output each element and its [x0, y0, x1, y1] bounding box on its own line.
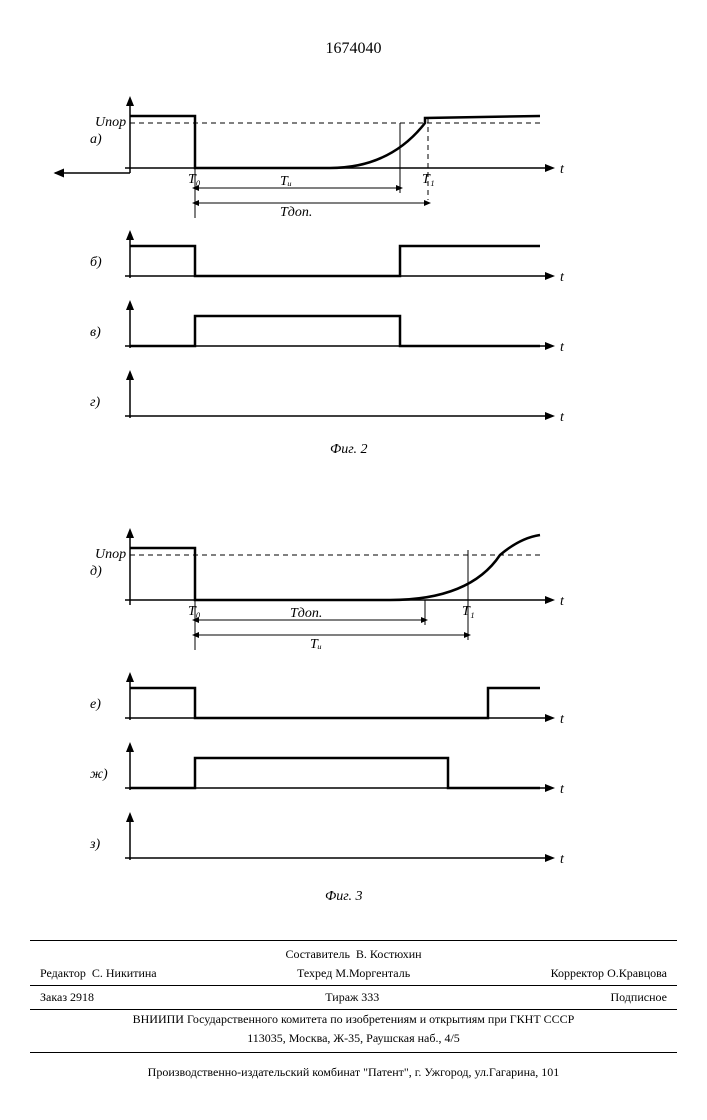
footer: Составитель В. Костюхин Редактор С. Ники… — [30, 940, 677, 1053]
row-label-zh: ж) — [90, 767, 108, 782]
row-label-d: д) — [90, 564, 102, 579]
row-a: а) t Uпор T₀ T₁ Tᵤ Tдоп. — [55, 96, 565, 220]
row-g: г) t — [90, 370, 565, 508]
row-label-a: а) — [90, 132, 102, 147]
row-label-g: г) — [90, 395, 100, 410]
upor-a: Uпор — [95, 115, 126, 130]
svg-text:t: t — [560, 712, 565, 727]
row-e: е) t — [90, 672, 565, 727]
row-label-b: б) — [90, 255, 102, 270]
row-label-z: з) — [89, 837, 100, 852]
tu-a: Tᵤ — [280, 174, 292, 189]
svg-text:T₀: T₀ — [188, 604, 201, 619]
footer-bottom: Производственно-издательский комбинат "П… — [30, 1065, 677, 1080]
svg-text:Uпор: Uпор — [95, 547, 126, 562]
svg-text:t: t — [560, 270, 565, 285]
row-label-v: в) — [90, 325, 101, 340]
svg-text:t: t — [560, 594, 565, 609]
figure-2: а) t Uпор T₀ T₁ Tᵤ Tдоп. б) t — [30, 88, 677, 508]
row-b: б) t — [90, 230, 565, 285]
row-zh: ж) t — [90, 742, 565, 797]
page-number: 1674040 — [30, 40, 677, 58]
svg-text:t: t — [560, 340, 565, 355]
t0-a: T₀ — [188, 172, 201, 187]
t1-a: T₁ — [422, 172, 435, 187]
svg-text:Tдоп.: Tдоп. — [290, 606, 322, 621]
axis-t-a: t — [560, 162, 565, 177]
row-d: д) t Uпор T₀ T₁ Tдоп. Tᵤ — [90, 528, 565, 652]
tdop-a: Tдоп. — [280, 205, 312, 220]
fig3-label: Фиг. 3 — [325, 889, 363, 904]
svg-text:Tᵤ: Tᵤ — [310, 637, 322, 652]
fig2-label: Фиг. 2 — [330, 442, 368, 457]
svg-text:T₁: T₁ — [462, 604, 475, 619]
svg-text:t: t — [560, 410, 565, 425]
row-v: в) t — [90, 300, 565, 355]
figure-3: д) t Uпор T₀ T₁ Tдоп. Tᵤ е) t ж) — [30, 520, 677, 920]
svg-text:t: t — [560, 852, 565, 867]
row-label-e: е) — [90, 697, 101, 712]
svg-text:t: t — [560, 782, 565, 797]
